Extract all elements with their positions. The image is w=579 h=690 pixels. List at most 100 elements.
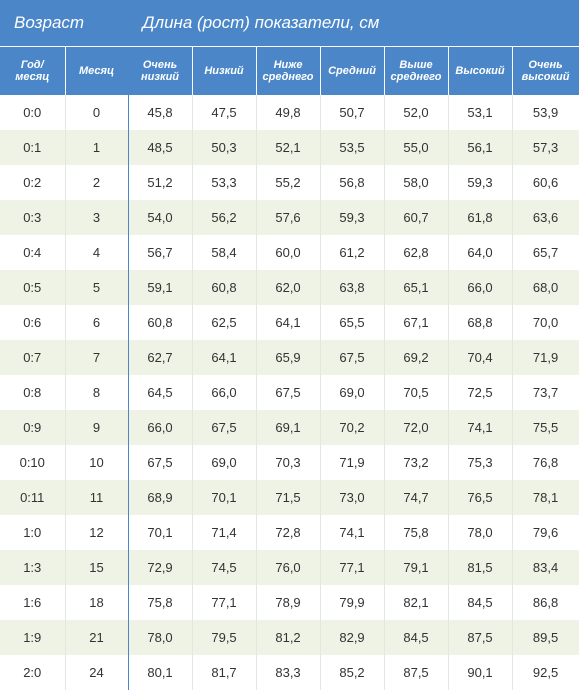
cell-very-high: 70,0: [512, 305, 579, 340]
cell-month: 2: [65, 165, 129, 200]
cell-below-average: 52,1: [256, 130, 321, 165]
cell-very-low: 56,7: [128, 235, 193, 270]
cell-very-high: 63,6: [512, 200, 579, 235]
cell-average: 63,8: [320, 270, 385, 305]
cell-above-average: 87,5: [384, 655, 449, 690]
cell-above-average: 72,0: [384, 410, 449, 445]
cell-high: 70,4: [448, 340, 513, 375]
cell-below-average: 81,2: [256, 620, 321, 655]
cell-below-average: 78,9: [256, 585, 321, 620]
cell-high: 78,0: [448, 515, 513, 550]
cell-year-month: 0:11: [0, 480, 66, 515]
cell-high: 64,0: [448, 235, 513, 270]
cell-above-average: 67,1: [384, 305, 449, 340]
cell-above-average: 73,2: [384, 445, 449, 480]
cell-very-high: 75,5: [512, 410, 579, 445]
cell-low: 71,4: [192, 515, 257, 550]
cell-high: 81,5: [448, 550, 513, 585]
cell-average: 71,9: [320, 445, 385, 480]
column-header-high: Высокий: [448, 46, 513, 95]
table-row: 0:0 0 45,8 47,5 49,8 50,7 52,0 53,1 53,9: [0, 95, 579, 130]
cell-very-high: 92,5: [512, 655, 579, 690]
cell-year-month: 1:9: [0, 620, 66, 655]
cell-below-average: 64,1: [256, 305, 321, 340]
cell-month: 8: [65, 375, 129, 410]
cell-below-average: 55,2: [256, 165, 321, 200]
cell-average: 67,5: [320, 340, 385, 375]
cell-low: 60,8: [192, 270, 257, 305]
cell-year-month: 0:7: [0, 340, 66, 375]
cell-below-average: 49,8: [256, 95, 321, 130]
cell-very-low: 67,5: [128, 445, 193, 480]
table-row: 1:6 18 75,8 77,1 78,9 79,9 82,1 84,5 86,8: [0, 585, 579, 620]
cell-low: 64,1: [192, 340, 257, 375]
cell-above-average: 55,0: [384, 130, 449, 165]
cell-low: 74,5: [192, 550, 257, 585]
table-row: 0:1 1 48,5 50,3 52,1 53,5 55,0 56,1 57,3: [0, 130, 579, 165]
cell-high: 66,0: [448, 270, 513, 305]
cell-above-average: 75,8: [384, 515, 449, 550]
cell-very-low: 45,8: [128, 95, 193, 130]
cell-month: 21: [65, 620, 129, 655]
cell-high: 53,1: [448, 95, 513, 130]
table-row: 2:0 24 80,1 81,7 83,3 85,2 87,5 90,1 92,5: [0, 655, 579, 690]
table-row: 0:7 7 62,7 64,1 65,9 67,5 69,2 70,4 71,9: [0, 340, 579, 375]
column-header-row: Год/ месяц Месяц Очень низкий Низкий Ниж…: [0, 46, 579, 95]
column-header-low: Низкий: [192, 46, 257, 95]
cell-year-month: 0:6: [0, 305, 66, 340]
cell-very-high: 79,6: [512, 515, 579, 550]
cell-low: 53,3: [192, 165, 257, 200]
column-header-very-low: Очень низкий: [128, 46, 193, 95]
table-row: 1:3 15 72,9 74,5 76,0 77,1 79,1 81,5 83,4: [0, 550, 579, 585]
cell-high: 61,8: [448, 200, 513, 235]
cell-below-average: 57,6: [256, 200, 321, 235]
column-header-very-high: Очень высокий: [512, 46, 579, 95]
cell-below-average: 70,3: [256, 445, 321, 480]
cell-month: 4: [65, 235, 129, 270]
cell-very-low: 60,8: [128, 305, 193, 340]
cell-high: 72,5: [448, 375, 513, 410]
table-row: 1:0 12 70,1 71,4 72,8 74,1 75,8 78,0 79,6: [0, 515, 579, 550]
cell-above-average: 60,7: [384, 200, 449, 235]
cell-average: 85,2: [320, 655, 385, 690]
cell-low: 77,1: [192, 585, 257, 620]
cell-month: 5: [65, 270, 129, 305]
cell-year-month: 1:6: [0, 585, 66, 620]
cell-low: 62,5: [192, 305, 257, 340]
cell-very-high: 76,8: [512, 445, 579, 480]
cell-very-high: 71,9: [512, 340, 579, 375]
cell-very-high: 57,3: [512, 130, 579, 165]
cell-high: 75,3: [448, 445, 513, 480]
cell-month: 6: [65, 305, 129, 340]
cell-high: 76,5: [448, 480, 513, 515]
cell-very-low: 78,0: [128, 620, 193, 655]
cell-very-low: 64,5: [128, 375, 193, 410]
cell-very-low: 54,0: [128, 200, 193, 235]
cell-below-average: 65,9: [256, 340, 321, 375]
group-header-row: Возраст Длина (рост) показатели, см: [0, 0, 579, 47]
cell-above-average: 84,5: [384, 620, 449, 655]
cell-year-month: 0:8: [0, 375, 66, 410]
cell-low: 81,7: [192, 655, 257, 690]
cell-below-average: 83,3: [256, 655, 321, 690]
cell-month: 3: [65, 200, 129, 235]
cell-low: 58,4: [192, 235, 257, 270]
measure-group-header: Длина (рост) показатели, см: [128, 0, 579, 47]
cell-month: 0: [65, 95, 129, 130]
cell-very-high: 83,4: [512, 550, 579, 585]
cell-very-high: 86,8: [512, 585, 579, 620]
table-row: 1:9 21 78,0 79,5 81,2 82,9 84,5 87,5 89,5: [0, 620, 579, 655]
cell-high: 68,8: [448, 305, 513, 340]
cell-average: 69,0: [320, 375, 385, 410]
cell-very-low: 80,1: [128, 655, 193, 690]
cell-average: 77,1: [320, 550, 385, 585]
cell-year-month: 0:4: [0, 235, 66, 270]
cell-high: 59,3: [448, 165, 513, 200]
cell-year-month: 1:0: [0, 515, 66, 550]
cell-year-month: 2:0: [0, 655, 66, 690]
cell-low: 50,3: [192, 130, 257, 165]
table-row: 0:6 6 60,8 62,5 64,1 65,5 67,1 68,8 70,0: [0, 305, 579, 340]
cell-high: 84,5: [448, 585, 513, 620]
cell-very-high: 53,9: [512, 95, 579, 130]
